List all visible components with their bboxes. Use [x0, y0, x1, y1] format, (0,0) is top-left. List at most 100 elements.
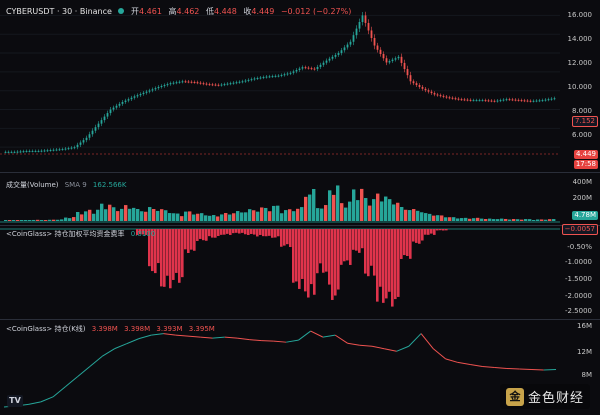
funding-bar	[322, 229, 325, 273]
oi-pane[interactable]: <CoinGlass> 持仓(K线) 3.398M 3.398M 3.393M …	[0, 320, 600, 415]
oi-chart[interactable]	[0, 320, 600, 415]
volume-bar	[48, 219, 52, 221]
price-candle	[82, 140, 85, 143]
oi-line-segment	[273, 340, 287, 343]
oi-line-segment	[298, 330, 311, 341]
pane-separator[interactable]	[0, 172, 600, 173]
tradingview-logo[interactable]: TV	[7, 395, 23, 407]
volume-bar	[376, 193, 380, 221]
volume-bar	[468, 218, 472, 221]
volume-legend[interactable]: 成交量(Volume) SMA 9 162.566K	[6, 180, 130, 190]
volume-bar	[340, 203, 344, 221]
price-pane[interactable]: 16.000 14.000 12.000 10.000 8.000 6.000 …	[0, 0, 600, 172]
volume-bar	[268, 211, 272, 221]
funding-bar	[355, 229, 358, 251]
funding-scale[interactable]: −0.0057 -0.50% -1.0000 -1.5000 -2.0000 -…	[560, 224, 600, 319]
price-candle	[79, 142, 82, 145]
price-candle	[451, 97, 454, 99]
price-candle	[19, 151, 22, 153]
funding-bar	[235, 229, 238, 233]
price-candle	[523, 100, 526, 102]
symbol-toolbar[interactable]: CYBERUSDT · 30 · Binance 开4.461 高4.462 低…	[6, 6, 351, 17]
volume-bar	[128, 208, 132, 221]
volume-label: 成交量(Volume)	[6, 181, 59, 189]
funding-bar	[169, 229, 172, 289]
price-candle	[52, 149, 55, 151]
price-candle	[94, 127, 97, 131]
price-candle	[508, 99, 511, 101]
price-tick: 14.000	[567, 35, 593, 43]
price-candle	[76, 144, 79, 148]
volume-bar	[236, 211, 240, 221]
price-candle	[370, 30, 373, 38]
price-candle	[55, 149, 58, 151]
price-candle	[322, 62, 325, 65]
funding-bar	[364, 229, 367, 274]
funding-bar	[199, 229, 202, 239]
funding-bar	[166, 229, 169, 276]
funding-bar	[283, 229, 286, 246]
funding-bar	[388, 229, 391, 292]
price-candle	[472, 100, 475, 102]
volume-chart[interactable]	[0, 173, 600, 225]
funding-tick: -2.0000	[564, 292, 592, 300]
oi-line-segment	[371, 345, 385, 350]
funding-bar	[391, 229, 394, 307]
close-label: 收	[243, 7, 252, 16]
price-candle	[358, 22, 361, 29]
price-candle	[220, 84, 223, 86]
oi-legend[interactable]: <CoinGlass> 持仓(K线) 3.398M 3.398M 3.393M …	[6, 324, 219, 334]
price-candle	[184, 81, 187, 83]
price-candle	[517, 99, 520, 101]
oi-tick: 16M	[577, 322, 592, 330]
price-candle	[316, 66, 319, 70]
funding-bar	[301, 229, 304, 279]
price-candle	[430, 91, 433, 94]
volume-bar	[352, 189, 356, 221]
oi-value: 3.393M	[156, 325, 183, 333]
price-candle	[73, 147, 76, 149]
volume-bar	[328, 190, 332, 221]
volume-sma-value: 162.566K	[92, 181, 127, 189]
volume-bar	[456, 218, 460, 221]
price-candle	[181, 81, 184, 83]
funding-bar	[145, 229, 148, 235]
volume-bar	[260, 207, 264, 221]
funding-bar	[412, 229, 415, 242]
funding-bar	[415, 229, 418, 243]
pane-separator[interactable]	[0, 319, 600, 320]
price-candle	[295, 70, 298, 72]
funding-chart[interactable]	[0, 226, 600, 319]
price-candle	[421, 86, 424, 89]
price-candle	[481, 100, 484, 102]
funding-legend[interactable]: <CoinGlass> 持仓加权平均资金费率 0.0100	[6, 229, 159, 239]
volume-bar	[264, 207, 268, 221]
funding-pane[interactable]: <CoinGlass> 持仓加权平均资金费率 0.0100 −0.0057 -0…	[0, 224, 600, 319]
price-candle	[265, 76, 268, 78]
volume-bar	[384, 196, 388, 221]
volume-bar	[452, 217, 456, 221]
price-scale[interactable]: 16.000 14.000 12.000 10.000 8.000 6.000 …	[560, 0, 600, 172]
volume-bar	[256, 211, 260, 221]
pane-separator[interactable]	[0, 225, 600, 226]
price-tick: 10.000	[567, 83, 593, 91]
funding-bar	[373, 229, 376, 276]
volume-bar	[280, 213, 284, 221]
volume-bar	[428, 213, 432, 221]
volume-bar	[160, 209, 164, 221]
price-chart[interactable]	[0, 0, 600, 172]
price-candle	[478, 100, 481, 102]
volume-bar	[232, 213, 236, 221]
price-candle	[43, 150, 46, 152]
funding-bar	[163, 229, 166, 287]
funding-bar	[151, 229, 154, 272]
price-candle	[298, 68, 301, 70]
volume-pane[interactable]: 成交量(Volume) SMA 9 162.566K 400M 200M 4.7…	[0, 173, 600, 225]
oi-line-segment	[494, 366, 507, 369]
symbol-title[interactable]: CYBERUSDT · 30 · Binance	[6, 7, 112, 16]
price-candle	[502, 99, 505, 101]
price-candle	[304, 67, 307, 69]
oi-scale[interactable]: 16M 12M 8M	[560, 320, 600, 415]
volume-scale[interactable]: 400M 200M 4.78M	[560, 173, 600, 225]
funding-bar	[187, 229, 190, 253]
